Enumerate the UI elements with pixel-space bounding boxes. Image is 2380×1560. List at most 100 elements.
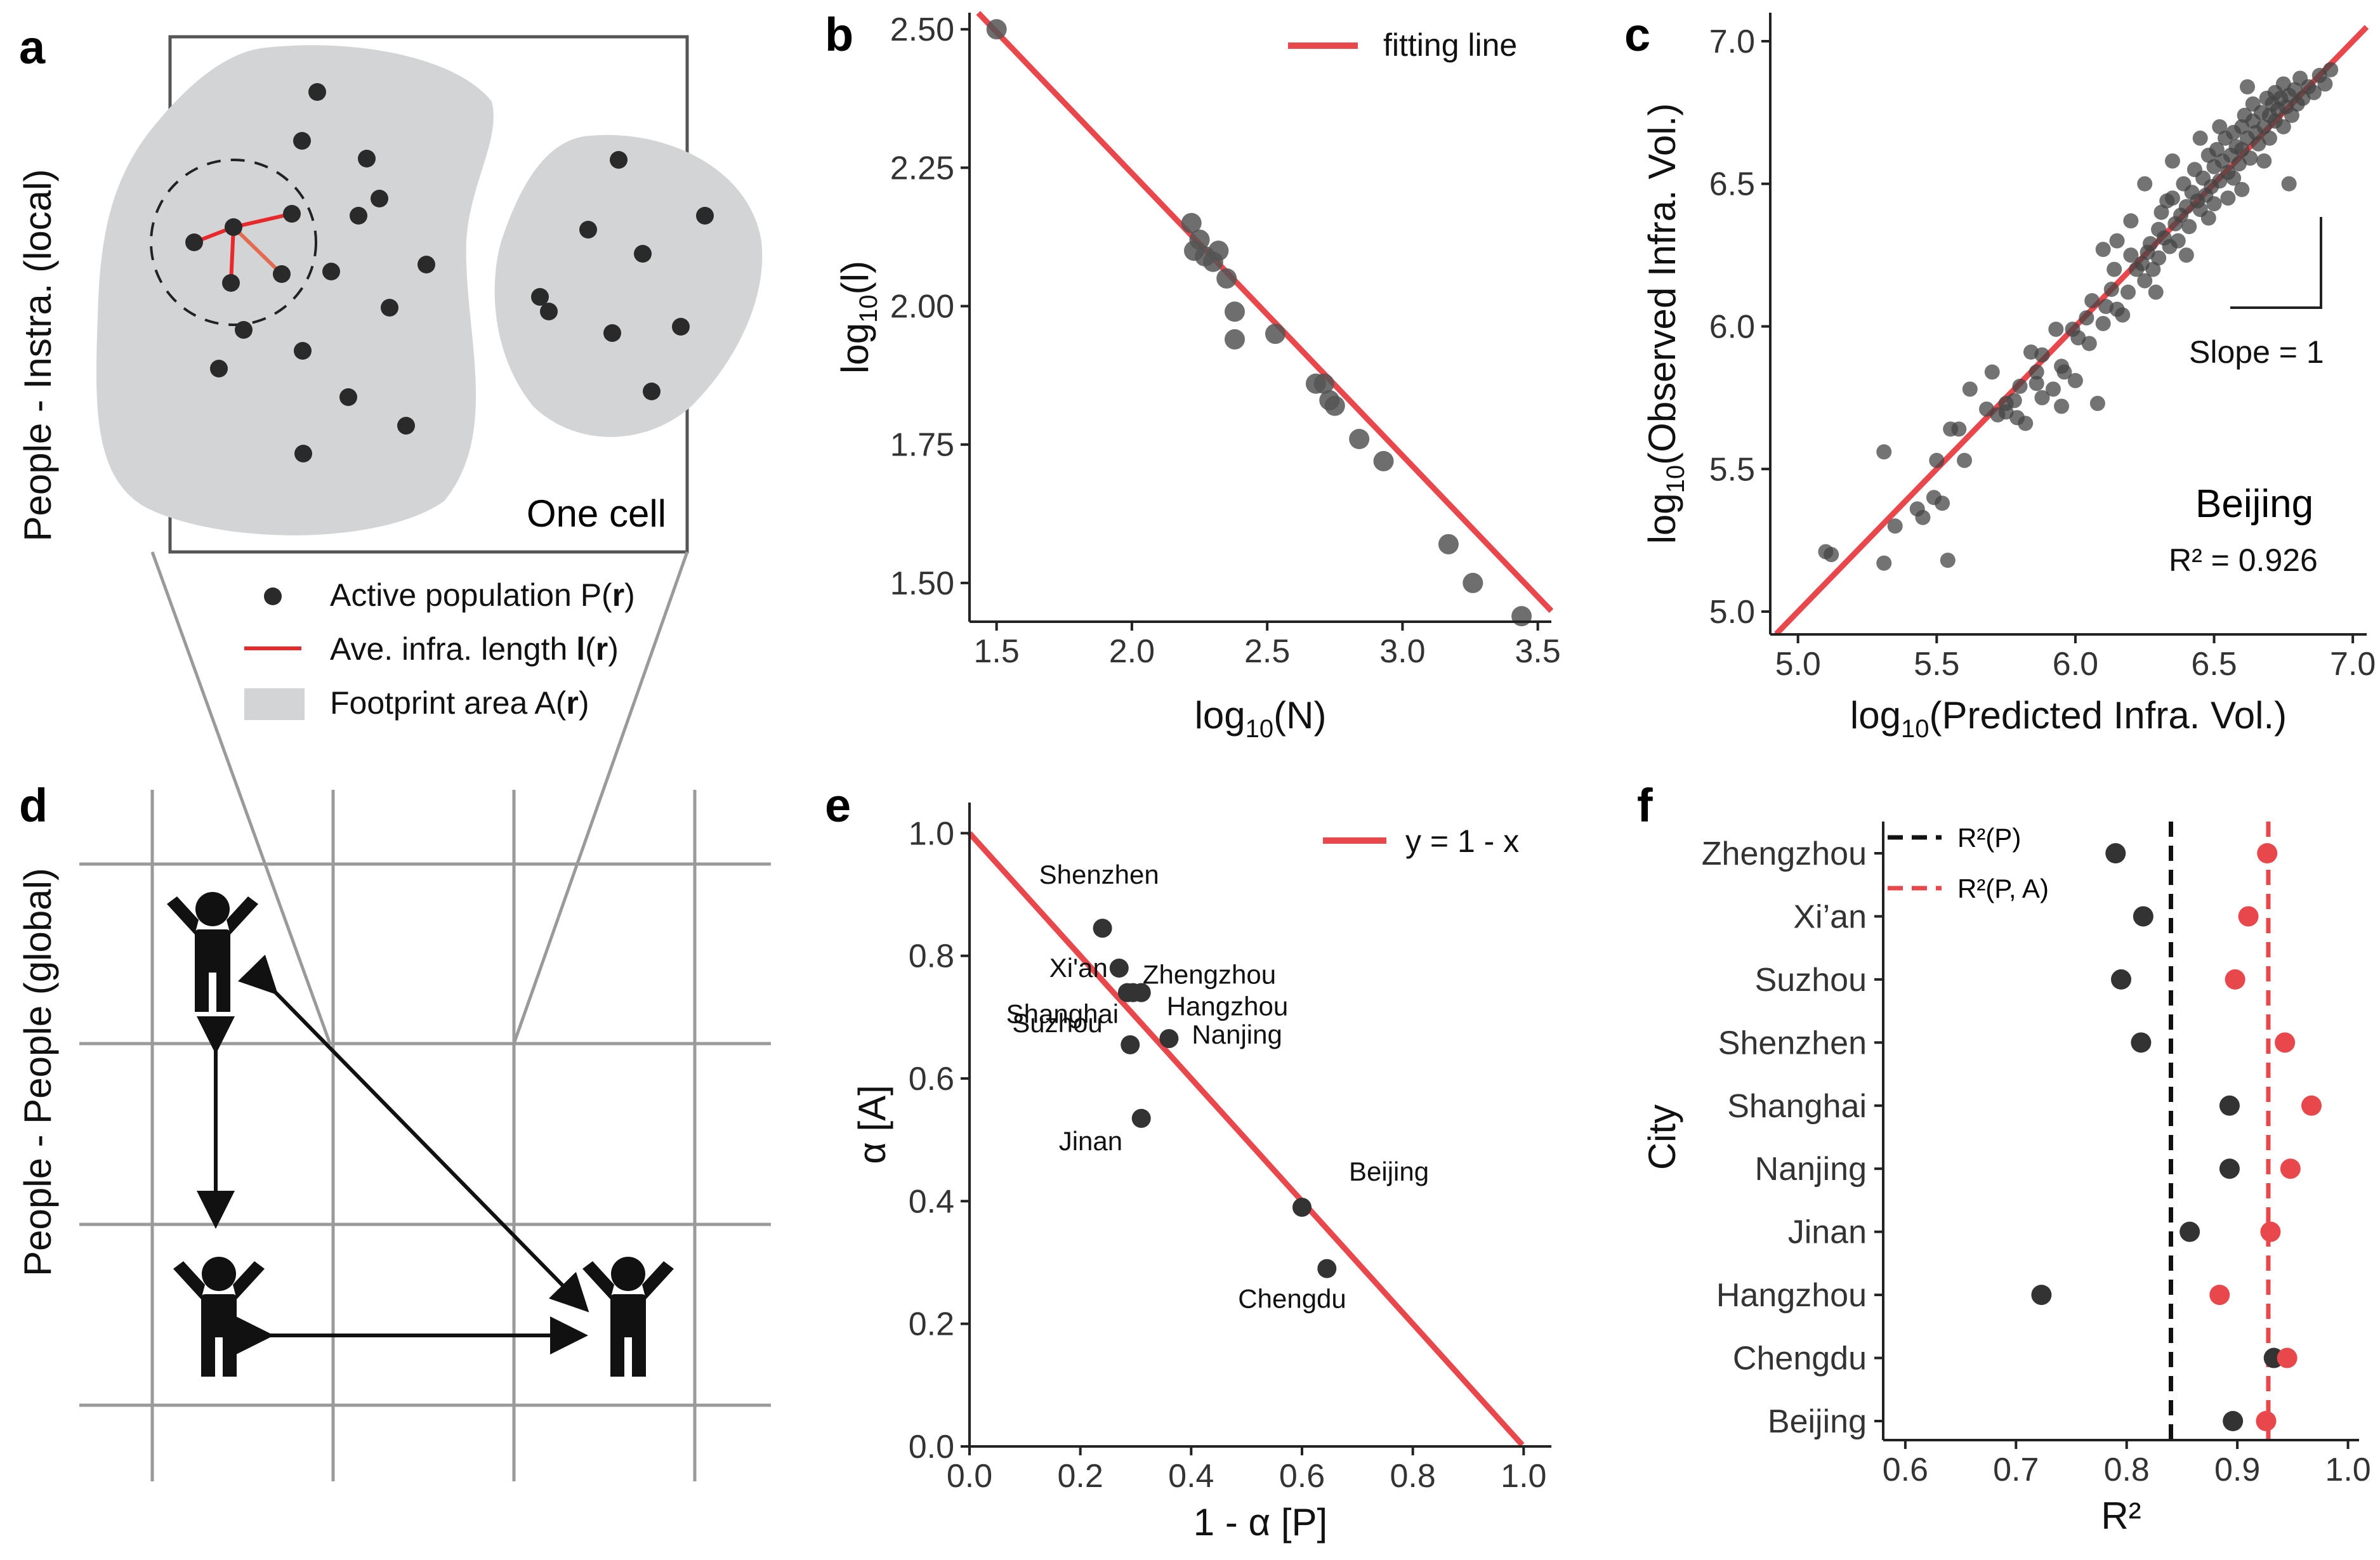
f-y-tick-label: Chengdu bbox=[1733, 1340, 1867, 1377]
data-point bbox=[2151, 250, 2167, 266]
panel-d: d People - People (global) bbox=[16, 551, 771, 1481]
neighborhood-circle bbox=[150, 159, 317, 326]
data-point bbox=[1887, 518, 1903, 534]
data-point bbox=[2225, 969, 2245, 990]
data-point bbox=[2145, 261, 2161, 277]
panel-e: e Shenzhen Zhengzhou Xi'an Hangzhou Shanghai… bbox=[825, 779, 1551, 1544]
person-icon-bottom-right bbox=[582, 1257, 674, 1377]
data-point bbox=[1373, 450, 1394, 471]
data-point bbox=[1224, 301, 1245, 322]
b-x-tick-label: 2.0 bbox=[1109, 633, 1155, 670]
e-y-axis-label: α [A] bbox=[851, 1085, 893, 1164]
data-point bbox=[2153, 204, 2169, 220]
data-point bbox=[2242, 150, 2258, 166]
population-dots bbox=[185, 83, 714, 462]
footprint-blob-right bbox=[494, 134, 763, 437]
data-point bbox=[2238, 906, 2259, 927]
data-point bbox=[1123, 983, 1143, 1002]
data-point bbox=[2018, 416, 2034, 431]
data-point bbox=[1181, 213, 1202, 233]
data-point bbox=[1317, 1259, 1337, 1278]
data-point bbox=[1984, 364, 2000, 380]
city-annotation: Hangzhou bbox=[1167, 992, 1288, 1021]
e-y-tick-label: 0.8 bbox=[909, 938, 954, 975]
data-point bbox=[2220, 190, 2236, 206]
city-annotation: Suzhou bbox=[1012, 1008, 1102, 1038]
b-y-tick-label: 1.75 bbox=[890, 427, 954, 464]
c-y-tick-label: 5.5 bbox=[1709, 451, 1755, 488]
data-point bbox=[2275, 1032, 2296, 1053]
data-point bbox=[2277, 1347, 2298, 1368]
data-point bbox=[2012, 378, 2028, 394]
c-x-axis-label: log10(Predicted Infra. Vol.) bbox=[1850, 694, 2287, 743]
data-point bbox=[2131, 1032, 2152, 1053]
panel-label-d: d bbox=[19, 779, 48, 832]
city-annotation: Xi'an bbox=[1049, 953, 1108, 983]
b-x-tick-label: 2.5 bbox=[1244, 633, 1290, 670]
data-point bbox=[2219, 1158, 2240, 1179]
data-point bbox=[2048, 321, 2064, 337]
data-point bbox=[1929, 452, 1945, 468]
city-annotation: Shenzhen bbox=[1039, 860, 1159, 889]
fitting-line bbox=[976, 11, 1554, 613]
data-point bbox=[2179, 1221, 2200, 1242]
data-point bbox=[2164, 153, 2180, 169]
data-point bbox=[2192, 130, 2208, 146]
e-legend-label: y = 1 - x bbox=[1405, 823, 1519, 859]
data-point bbox=[1438, 534, 1459, 554]
data-point bbox=[2107, 261, 2122, 277]
data-point bbox=[2234, 181, 2250, 197]
data-point bbox=[2281, 176, 2297, 192]
f-x-tick-label: 1.0 bbox=[2325, 1452, 2370, 1488]
data-point bbox=[2170, 233, 2186, 249]
data-point bbox=[2120, 284, 2136, 300]
data-point bbox=[2133, 906, 2153, 927]
data-point bbox=[2067, 372, 2083, 388]
data-point bbox=[1957, 452, 1973, 468]
panel-e-plot: Shenzhen Zhengzhou Xi'an Hangzhou Shanghai Na… bbox=[851, 803, 1551, 1544]
data-point bbox=[1208, 240, 1229, 261]
data-point bbox=[2306, 84, 2322, 100]
c-x-tick-label: 5.5 bbox=[1914, 646, 1959, 683]
f-y-tick-label: Nanjing bbox=[1755, 1151, 1867, 1188]
legend-dot-icon bbox=[264, 587, 282, 605]
data-point bbox=[1292, 1198, 1312, 1217]
data-point bbox=[1951, 421, 1967, 437]
data-point bbox=[1109, 959, 1129, 978]
cell-label: One cell bbox=[527, 492, 666, 535]
data-point bbox=[2031, 1285, 2052, 1306]
data-point bbox=[1511, 606, 1532, 627]
panel-a-side-label: People - Instra. (local) bbox=[16, 169, 59, 542]
footprint-blob-left bbox=[96, 45, 494, 535]
data-point bbox=[2261, 130, 2277, 146]
data-point bbox=[2123, 247, 2139, 263]
panel-label-f: f bbox=[1637, 779, 1653, 832]
b-y-tick-label: 2.00 bbox=[890, 289, 954, 325]
b-x-tick-label: 3.5 bbox=[1515, 633, 1561, 670]
data-point bbox=[1265, 324, 1285, 344]
city-annotation: Chengdu bbox=[1238, 1284, 1346, 1314]
legend-population: Active population P(r) bbox=[330, 577, 635, 613]
data-point bbox=[2028, 364, 2044, 380]
f-legend-label-r2pa: R²(P, A) bbox=[1957, 874, 2049, 903]
data-point bbox=[1463, 572, 1483, 593]
panel-b-plot: 1.5 2.0 2.5 3.0 3.5 1.50 1.75 2.00 2.25 2.50 log10… bbox=[834, 11, 1561, 743]
c-y-tick-label: 7.0 bbox=[1709, 23, 1755, 60]
c-x-tick-label: 5.0 bbox=[1775, 646, 1821, 683]
e-x-tick-label: 0.0 bbox=[947, 1458, 992, 1495]
e-x-tick-label: 0.2 bbox=[1058, 1458, 1103, 1495]
person-icon-top bbox=[167, 892, 258, 1012]
b-legend-label: fitting line bbox=[1383, 27, 1517, 63]
f-y-tick-label: Jinan bbox=[1788, 1214, 1867, 1251]
data-point bbox=[1962, 381, 1978, 397]
data-point bbox=[1324, 395, 1345, 416]
data-point bbox=[2260, 1221, 2281, 1242]
e-x-tick-label: 0.6 bbox=[1279, 1458, 1325, 1495]
data-point bbox=[2209, 1285, 2230, 1306]
data-point bbox=[2056, 364, 2072, 380]
e-y-tick-label: 0.0 bbox=[909, 1429, 954, 1465]
data-point bbox=[1824, 547, 1839, 563]
f-y-tick-label: Beijing bbox=[1768, 1403, 1867, 1440]
e-y-tick-label: 1.0 bbox=[909, 815, 954, 852]
data-point bbox=[2006, 393, 2022, 409]
